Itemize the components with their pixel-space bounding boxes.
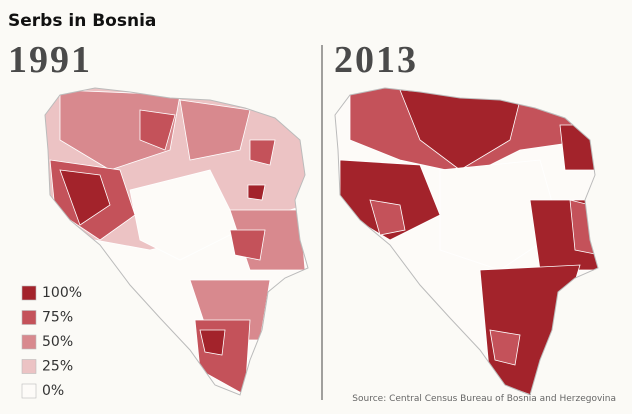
legend-label: 25% bbox=[42, 359, 73, 375]
legend-swatch bbox=[21, 334, 37, 350]
legend-label: 75% bbox=[42, 310, 73, 326]
legend-swatch bbox=[21, 359, 37, 374]
legend-label: 0% bbox=[42, 383, 64, 399]
map-1991 bbox=[45, 88, 308, 395]
panel-year: 2013 bbox=[334, 39, 418, 81]
legend-swatch bbox=[21, 383, 37, 399]
source: Source: Central Census Bureau of Bosnia … bbox=[352, 394, 616, 404]
legend: 100% 75% 50% 25% 0% bbox=[21, 285, 82, 399]
panel-year: 1991 bbox=[8, 39, 92, 81]
legend-swatch bbox=[21, 285, 37, 301]
map-2013 bbox=[335, 88, 598, 395]
title: Serbs in Bosnia bbox=[8, 11, 156, 31]
legend-swatch bbox=[21, 310, 37, 325]
legend-label: 100% bbox=[42, 285, 82, 301]
legend-label: 50% bbox=[42, 334, 73, 350]
